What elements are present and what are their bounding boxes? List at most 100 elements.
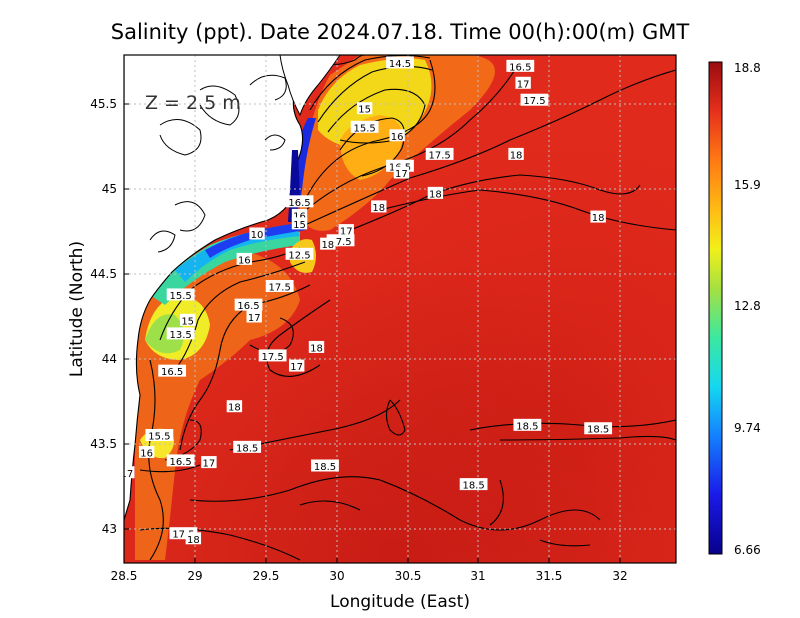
- contour-label: 18: [510, 150, 523, 161]
- contour-label-box: [166, 288, 195, 301]
- contour-label: 18.5: [314, 462, 336, 473]
- contour-label: 18: [310, 343, 323, 354]
- contour-label: 18: [372, 203, 385, 214]
- contour-label-box: [506, 59, 535, 72]
- y-tick-label: 45: [102, 182, 117, 196]
- contour-label-box: [584, 422, 613, 435]
- contour-label-box: [350, 120, 379, 133]
- contour-label: 17: [340, 227, 353, 238]
- contour-label-box: [246, 310, 262, 323]
- contour-label-box: [393, 166, 410, 179]
- x-tick-label: 29: [187, 569, 202, 583]
- contour-label: 17.5: [329, 237, 351, 248]
- contour-label: 17: [203, 459, 216, 470]
- colorbar-tick-label: 6.66: [734, 543, 761, 557]
- colorbar-tick-label: 12.8: [734, 299, 761, 313]
- contour-label-box: [386, 56, 414, 69]
- contour-label: 15: [181, 316, 194, 327]
- contour-label: 17.5: [428, 150, 450, 161]
- contour-label-box: [185, 532, 202, 545]
- x-axis-ticks: 28.5 29 29.5 30 30.5 31 31.5 32: [111, 569, 628, 583]
- y-tick-label: 43.5: [90, 437, 117, 451]
- contour-label: 17.5: [172, 530, 194, 541]
- contour-label-box: [459, 478, 488, 491]
- plot-frame: [123, 54, 677, 564]
- contour-label-box: [201, 456, 217, 469]
- contour-label: 16: [293, 211, 306, 222]
- contour-labels: 14.516.51717.51515.51617.51816.517181818…: [124, 56, 613, 546]
- contour-label-box: [311, 459, 339, 472]
- colorbar-tick-label: 18.8: [734, 61, 761, 75]
- contour-label-box: [145, 429, 174, 441]
- contour-label-box: [158, 364, 187, 377]
- contour-label: 18.5: [462, 481, 484, 492]
- contour-label: 18: [187, 535, 200, 546]
- y-tick-marks: [124, 103, 129, 530]
- contour-label: 16.5: [509, 62, 531, 73]
- contour-label-box: [427, 186, 444, 199]
- contour-label: 13.5: [169, 330, 191, 341]
- x-tick-label: 30.5: [395, 569, 422, 583]
- contour-label-box: [258, 349, 287, 362]
- contour-label: 15: [293, 220, 306, 231]
- land-mass: [124, 55, 304, 521]
- plot-area: 14.516.51717.51515.51617.51816.517181818…: [124, 55, 676, 563]
- danube-delta: [279, 55, 341, 117]
- contour-label-box: [513, 418, 542, 431]
- contour-label: 17: [395, 169, 408, 180]
- contour-label-box: [291, 217, 308, 230]
- contour-label: 17.5: [269, 282, 291, 293]
- contour-label-box: [249, 227, 265, 240]
- plume-green-west: [145, 314, 184, 354]
- contour-label: 16.5: [288, 198, 310, 209]
- grid-lines: [124, 55, 676, 563]
- x-tick-label: 28.5: [111, 569, 138, 583]
- y-axis-label: Latitude (North): [67, 241, 87, 377]
- contour-label: 18: [592, 213, 605, 224]
- contour-label-box: [338, 224, 354, 237]
- contour-label-box: [234, 298, 263, 311]
- contour-label-box: [236, 252, 253, 265]
- contour-label: 17: [517, 79, 530, 90]
- colorbar: [708, 61, 723, 555]
- contour-label: 10: [251, 230, 264, 241]
- plume-blue-coast: [205, 222, 306, 258]
- x-tick-label: 29.5: [253, 569, 280, 583]
- contour-label: 16.5: [161, 367, 183, 378]
- contour-label-box: [320, 237, 336, 250]
- contour-label: 16: [391, 132, 404, 143]
- contour-label-box: [371, 200, 387, 213]
- contour-label: 16: [140, 448, 153, 459]
- contour-label-box: [308, 340, 325, 353]
- contour-label-box: [520, 93, 549, 106]
- contour-label: 17.5: [523, 96, 545, 107]
- contour-label-box: [285, 247, 314, 260]
- y-tick-label: 44: [102, 352, 117, 366]
- contour-label-box: [508, 147, 524, 160]
- contour-label: 16.5: [237, 301, 259, 312]
- contour-label: 18.5: [587, 425, 609, 436]
- contour-label: 17.5: [261, 352, 283, 363]
- contour-label: 18.5: [236, 443, 258, 454]
- x-tick-label: 32: [612, 569, 627, 583]
- contour-label-box: [285, 195, 314, 208]
- plume-green-coast: [150, 228, 300, 305]
- contour-label-box: [288, 359, 305, 372]
- y-tick-label: 44.5: [90, 267, 117, 281]
- contour-label: 18.5: [516, 421, 538, 432]
- colorbar-tick-label: 9.74: [734, 421, 761, 435]
- plume-cyan-coast: [175, 224, 300, 282]
- contour-label: 18: [429, 189, 442, 200]
- y-tick-label: 45.5: [90, 97, 117, 111]
- contour-label-box: [233, 440, 262, 453]
- contour-label-box: [515, 76, 531, 89]
- contour-label-box: [124, 466, 135, 479]
- contour-label: 18: [321, 240, 334, 251]
- contour-label: 15: [358, 105, 371, 116]
- contour-label-box: [179, 313, 196, 326]
- contour-label: 15.5: [148, 432, 170, 443]
- contour-label: 16: [238, 255, 251, 266]
- contour-label-box: [226, 400, 243, 413]
- chart-title: Salinity (ppt). Date 2024.07.18. Time 00…: [111, 20, 690, 44]
